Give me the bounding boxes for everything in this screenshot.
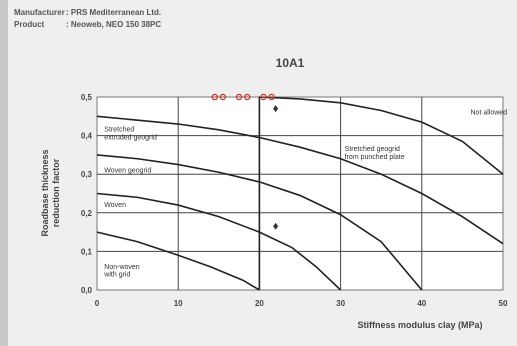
y-tick-label: 0,5 <box>81 93 93 102</box>
product-label: Product <box>14 20 45 29</box>
region-label: Stretched geogrid <box>345 146 400 153</box>
product-row: Product : Neoweb, NEO 150 38PC <box>14 20 161 29</box>
region-label: extruded geogrid <box>104 134 157 141</box>
x-tick-label: 50 <box>499 299 508 308</box>
plot-area <box>96 96 504 291</box>
region-label: Not allowed <box>471 109 508 116</box>
series-line <box>259 96 504 175</box>
diamond-marker <box>273 105 279 113</box>
series-line <box>96 192 342 291</box>
manufacturer-row: Manufacturer: PRS Mediterranean Ltd. <box>14 8 161 17</box>
markers <box>211 93 279 230</box>
y-tick-label: 0,2 <box>81 209 93 218</box>
x-tick-label: 10 <box>174 299 183 308</box>
region-label: Non-woven <box>104 264 140 271</box>
diamond-marker <box>273 222 279 230</box>
region-label: with grid <box>103 271 130 278</box>
x-tick-label: 30 <box>336 299 345 308</box>
x-axis-label: Stiffness modulus clay (MPa) <box>357 320 482 330</box>
y-tick-label: 0,0 <box>81 286 93 295</box>
region-label: Stretched <box>104 127 134 134</box>
y-tick-label: 0,3 <box>81 170 93 179</box>
region-label: Woven geogrid <box>104 167 151 174</box>
y-axis-label-line-1: Roadbase thickness <box>40 149 50 236</box>
x-tick-label: 40 <box>417 299 426 308</box>
product-value: : Neoweb, NEO 150 38PC <box>66 20 162 29</box>
manufacturer-label: Manufacturer <box>14 8 65 17</box>
manufacturer-value: : PRS Mediterranean Ltd. <box>66 8 162 17</box>
y-axis-label-line-2: reduction factor <box>51 158 61 227</box>
region-label: from punched plate <box>345 154 405 161</box>
x-tick-label: 0 <box>95 299 100 308</box>
y-tick-label: 0,1 <box>81 247 93 256</box>
y-axis-label: Roadbase thickness reduction factor <box>40 149 61 236</box>
tick-labels: 0 10 20 30 40 50 0,0 0,1 0,2 0,3 0,4 0,5 <box>81 93 508 308</box>
series-line <box>96 231 260 291</box>
region-label: Woven <box>104 202 126 209</box>
series-line <box>96 115 504 245</box>
curves <box>96 96 504 291</box>
chart-title: 10A1 <box>276 56 305 70</box>
y-tick-label: 0,4 <box>81 132 93 141</box>
x-tick-label: 20 <box>255 299 264 308</box>
